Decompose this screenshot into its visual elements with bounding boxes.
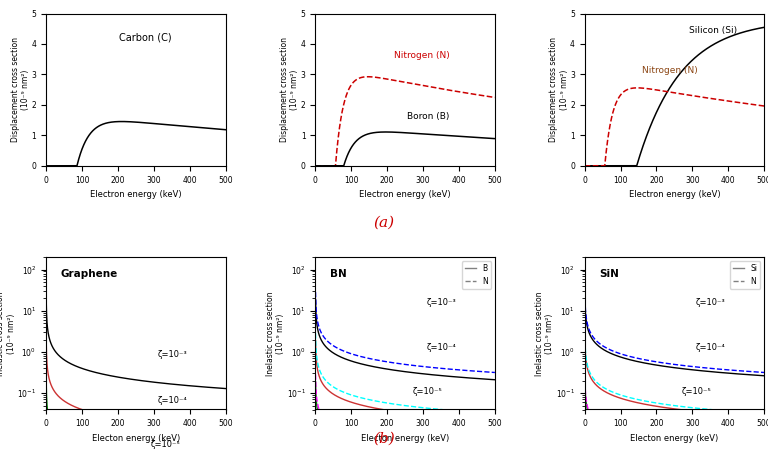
Text: ζ=10⁻³: ζ=10⁻³ <box>427 298 456 307</box>
Text: ζ=10⁻³: ζ=10⁻³ <box>157 351 187 360</box>
Legend: B, N: B, N <box>462 261 491 289</box>
X-axis label: Electron energy (keV): Electron energy (keV) <box>90 190 182 199</box>
X-axis label: Electon energy (keV): Electon energy (keV) <box>631 434 719 443</box>
Text: ζ=10⁻³: ζ=10⁻³ <box>696 298 726 307</box>
Text: (b): (b) <box>373 432 395 446</box>
Text: ζ=10⁻⁵: ζ=10⁻⁵ <box>681 387 711 396</box>
Text: (a): (a) <box>373 216 395 230</box>
Y-axis label: Displacement cross section
(10⁻⁹ nm²): Displacement cross section (10⁻⁹ nm²) <box>549 37 568 142</box>
Text: Boron (B): Boron (B) <box>407 112 449 121</box>
Text: ζ=10⁻⁴: ζ=10⁻⁴ <box>157 396 187 405</box>
Y-axis label: Inelastic cross section
(10⁻⁹ nm²): Inelastic cross section (10⁻⁹ nm²) <box>0 291 16 376</box>
Text: Graphene: Graphene <box>61 270 118 279</box>
X-axis label: Electon energy (keV): Electon energy (keV) <box>361 434 449 443</box>
Text: ζ=10⁻⁴: ζ=10⁻⁴ <box>696 343 726 352</box>
Text: Nitrogen (N): Nitrogen (N) <box>394 51 450 60</box>
X-axis label: Electon energy (keV): Electon energy (keV) <box>91 434 180 443</box>
Text: ζ=10⁻⁵: ζ=10⁻⁵ <box>412 387 442 396</box>
Text: SiN: SiN <box>599 270 619 279</box>
Text: BN: BN <box>329 270 346 279</box>
Y-axis label: Displacement cross section
(10⁻⁹ nm²): Displacement cross section (10⁻⁹ nm²) <box>280 37 300 142</box>
Text: Carbon (C): Carbon (C) <box>118 33 171 43</box>
Y-axis label: Inelastic cross section
(10⁻⁹ nm²): Inelastic cross section (10⁻⁹ nm²) <box>535 291 554 376</box>
Y-axis label: Displacement cross section
(10⁻⁹ nm²): Displacement cross section (10⁻⁹ nm²) <box>11 37 30 142</box>
Text: ζ=10⁻⁵: ζ=10⁻⁵ <box>151 441 180 450</box>
Text: ζ=10⁻⁴: ζ=10⁻⁴ <box>427 343 456 352</box>
Text: Silicon (Si): Silicon (Si) <box>689 26 737 35</box>
Legend: Si, N: Si, N <box>730 261 760 289</box>
Y-axis label: Inelastic cross section
(10⁻⁹ nm²): Inelastic cross section (10⁻⁹ nm²) <box>266 291 285 376</box>
X-axis label: Electron energy (keV): Electron energy (keV) <box>359 190 451 199</box>
X-axis label: Electron energy (keV): Electron energy (keV) <box>628 190 720 199</box>
Text: Nitrogen (N): Nitrogen (N) <box>642 66 698 75</box>
